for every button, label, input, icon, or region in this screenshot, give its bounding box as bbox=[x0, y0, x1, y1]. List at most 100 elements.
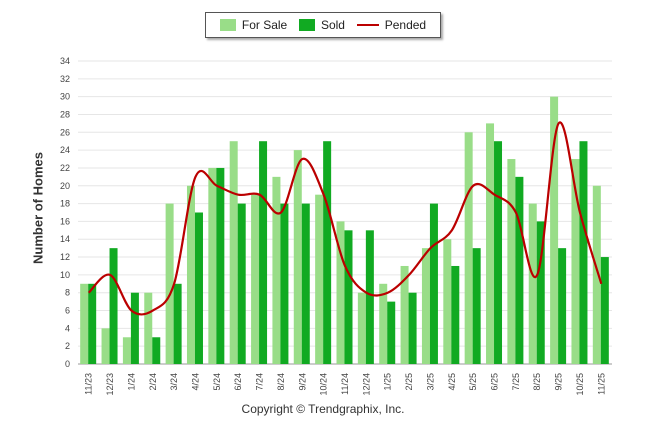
x-tick-label: 1/24 bbox=[126, 373, 136, 391]
for-sale-bar bbox=[507, 159, 516, 364]
for-sale-bar bbox=[592, 185, 601, 364]
y-tick-label: 34 bbox=[60, 56, 70, 66]
x-tick-label: 12/23 bbox=[105, 373, 115, 396]
x-tick-label: 4/25 bbox=[447, 373, 457, 391]
y-tick-label: 30 bbox=[60, 92, 70, 102]
sold-bar bbox=[323, 141, 332, 364]
x-tick-label: 7/25 bbox=[511, 373, 521, 391]
sold-bar bbox=[408, 292, 417, 364]
x-tick-label: 12/24 bbox=[361, 373, 371, 396]
y-tick-label: 4 bbox=[65, 323, 70, 333]
x-tick-label: 11/24 bbox=[340, 373, 350, 395]
sold-bar bbox=[237, 203, 246, 364]
sold-bar bbox=[152, 337, 161, 364]
y-axis-label: Number of Homes bbox=[30, 152, 46, 264]
y-tick-label: 6 bbox=[65, 306, 70, 316]
for-sale-bar bbox=[550, 96, 559, 364]
x-tick-label: 6/24 bbox=[233, 373, 243, 391]
sold-bar bbox=[536, 221, 545, 364]
y-tick-label: 2 bbox=[65, 341, 70, 351]
y-tick-label: 16 bbox=[60, 216, 70, 226]
for-sale-bar bbox=[208, 167, 217, 364]
for-sale-bar bbox=[315, 194, 324, 364]
sold-bar bbox=[173, 283, 182, 364]
x-tick-label: 2/24 bbox=[148, 373, 158, 391]
for-sale-bar bbox=[144, 292, 153, 364]
for-sale-bar bbox=[229, 141, 238, 364]
for-sale-bar bbox=[379, 283, 388, 364]
pended-line bbox=[87, 121, 603, 316]
legend-item-pended[interactable]: Pended bbox=[356, 18, 426, 32]
sold-bar bbox=[472, 248, 481, 364]
x-tick-label: 3/24 bbox=[169, 373, 179, 391]
sold-bar bbox=[216, 167, 225, 364]
sold-bar bbox=[429, 203, 438, 364]
for-sale-bar bbox=[400, 265, 409, 364]
for-sale-bar bbox=[336, 221, 345, 364]
for-sale-swatch bbox=[219, 19, 236, 31]
y-tick-label: 22 bbox=[60, 163, 70, 173]
y-tick-label: 12 bbox=[60, 252, 70, 262]
x-tick-label: 10/25 bbox=[575, 373, 585, 396]
sold-bar bbox=[558, 248, 567, 364]
y-tick-label: 32 bbox=[60, 74, 70, 84]
x-tick-label: 9/25 bbox=[554, 373, 564, 391]
y-tick-label: 10 bbox=[60, 270, 70, 280]
y-tick-label: 24 bbox=[60, 145, 70, 155]
sold-bar bbox=[515, 176, 524, 364]
sold-bar bbox=[280, 203, 289, 364]
for-sale-bar bbox=[571, 159, 580, 364]
for-sale-bar bbox=[443, 239, 452, 364]
sold-bar bbox=[494, 141, 503, 364]
sold-bar bbox=[344, 230, 353, 364]
x-tick-label: 8/25 bbox=[532, 373, 542, 391]
sold-bar bbox=[301, 203, 310, 364]
x-tick-label: 4/24 bbox=[190, 373, 200, 391]
sold-bar bbox=[194, 212, 203, 364]
sold-bar bbox=[365, 230, 374, 364]
sold-bar bbox=[600, 257, 609, 364]
y-tick-label: 18 bbox=[60, 199, 70, 209]
legend-label-sold: Sold bbox=[320, 18, 345, 32]
x-tick-label: 3/25 bbox=[425, 373, 435, 391]
y-tick-label: 28 bbox=[60, 109, 70, 119]
for-sale-bar bbox=[186, 185, 195, 364]
y-tick-label: 14 bbox=[60, 234, 70, 244]
legend-label-for-sale: For Sale bbox=[241, 18, 288, 32]
sold-bar bbox=[109, 248, 118, 364]
for-sale-bar bbox=[293, 150, 302, 364]
for-sale-bar bbox=[357, 292, 366, 364]
sold-bar bbox=[259, 141, 268, 364]
x-tick-label: 5/24 bbox=[212, 373, 222, 391]
sold-bar bbox=[387, 301, 396, 364]
x-tick-label: 10/24 bbox=[319, 373, 329, 396]
for-sale-bar bbox=[528, 203, 537, 364]
pended-swatch bbox=[356, 24, 379, 26]
x-tick-label: 7/24 bbox=[255, 373, 265, 391]
for-sale-bar bbox=[421, 248, 430, 364]
sold-bar bbox=[130, 292, 139, 364]
x-tick-label: 1/25 bbox=[383, 373, 393, 391]
x-tick-label: 2/25 bbox=[404, 373, 414, 391]
copyright-credit: Copyright © Trendgraphix, Inc. bbox=[241, 402, 405, 416]
x-tick-label: 5/25 bbox=[468, 373, 478, 391]
sold-swatch bbox=[298, 19, 315, 31]
y-tick-label: 26 bbox=[60, 127, 70, 137]
x-tick-label: 11/25 bbox=[596, 373, 606, 395]
for-sale-bar bbox=[101, 328, 110, 364]
sold-bar bbox=[579, 141, 588, 364]
y-tick-label: 20 bbox=[60, 181, 70, 191]
legend: For Sale Sold Pended bbox=[205, 12, 441, 38]
for-sale-bar bbox=[80, 283, 89, 364]
legend-item-for-sale[interactable]: For Sale bbox=[219, 18, 288, 32]
for-sale-bar bbox=[165, 203, 174, 364]
sold-bar bbox=[451, 265, 460, 364]
sold-bar bbox=[88, 283, 97, 364]
for-sale-bar bbox=[251, 194, 260, 364]
x-tick-label: 11/23 bbox=[84, 373, 94, 395]
for-sale-bar bbox=[272, 176, 281, 364]
for-sale-bar bbox=[486, 123, 495, 364]
legend-item-sold[interactable]: Sold bbox=[298, 18, 345, 32]
x-tick-label: 8/24 bbox=[276, 373, 286, 391]
